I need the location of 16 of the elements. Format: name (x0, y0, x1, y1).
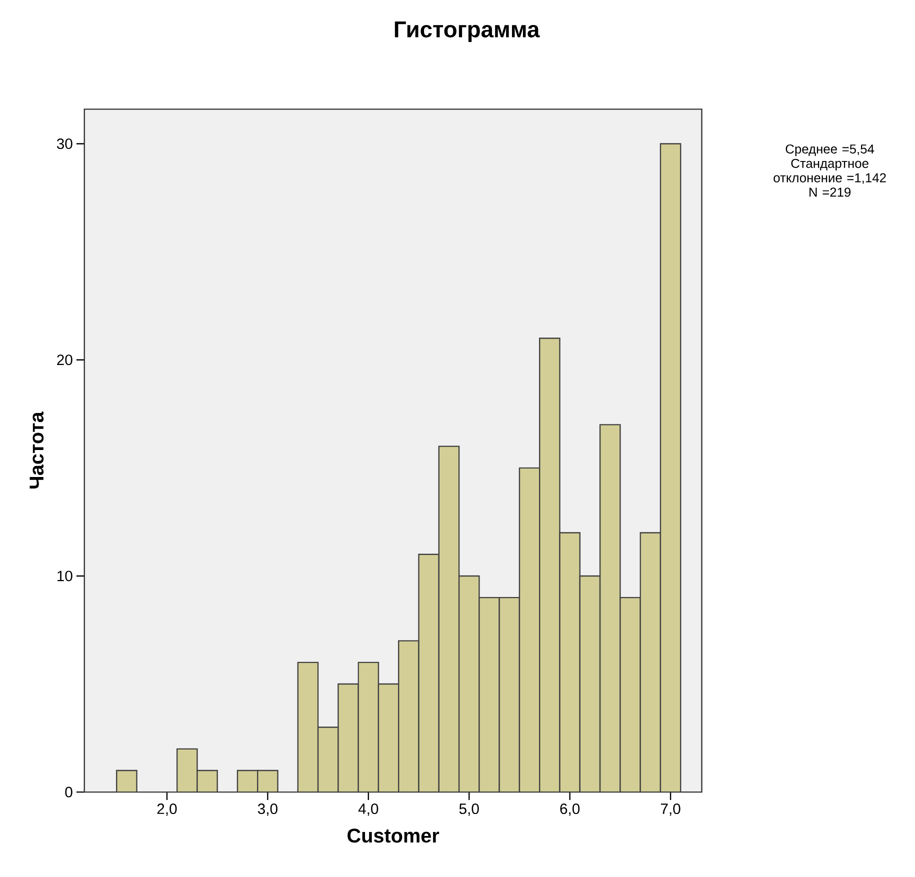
text: Среднее =5,54 (786, 144, 874, 156)
x-tick-label: 7,0 (660, 803, 680, 816)
y-tick-label: 10 (58, 570, 72, 582)
x-tick-label: 6,0 (560, 803, 580, 816)
y-tick-label: 20 (57, 354, 72, 365)
x-tick-label: 2,0 (157, 803, 177, 816)
x-tick-label: 3,0 (258, 803, 278, 816)
y-tick-label: 0 (65, 786, 72, 798)
x-tick-label: 4,0 (358, 803, 378, 816)
y-tick-label: 30 (56, 138, 72, 149)
text: Стандартное отклонение =1,142 (774, 158, 886, 184)
text: N =219 (810, 187, 851, 197)
y-axis-title: Частота (30, 411, 44, 488)
x-axis-title: Customer (348, 828, 440, 842)
x-tick-label: 5,0 (459, 803, 479, 816)
chart-title: Гистограмма (394, 21, 540, 42)
